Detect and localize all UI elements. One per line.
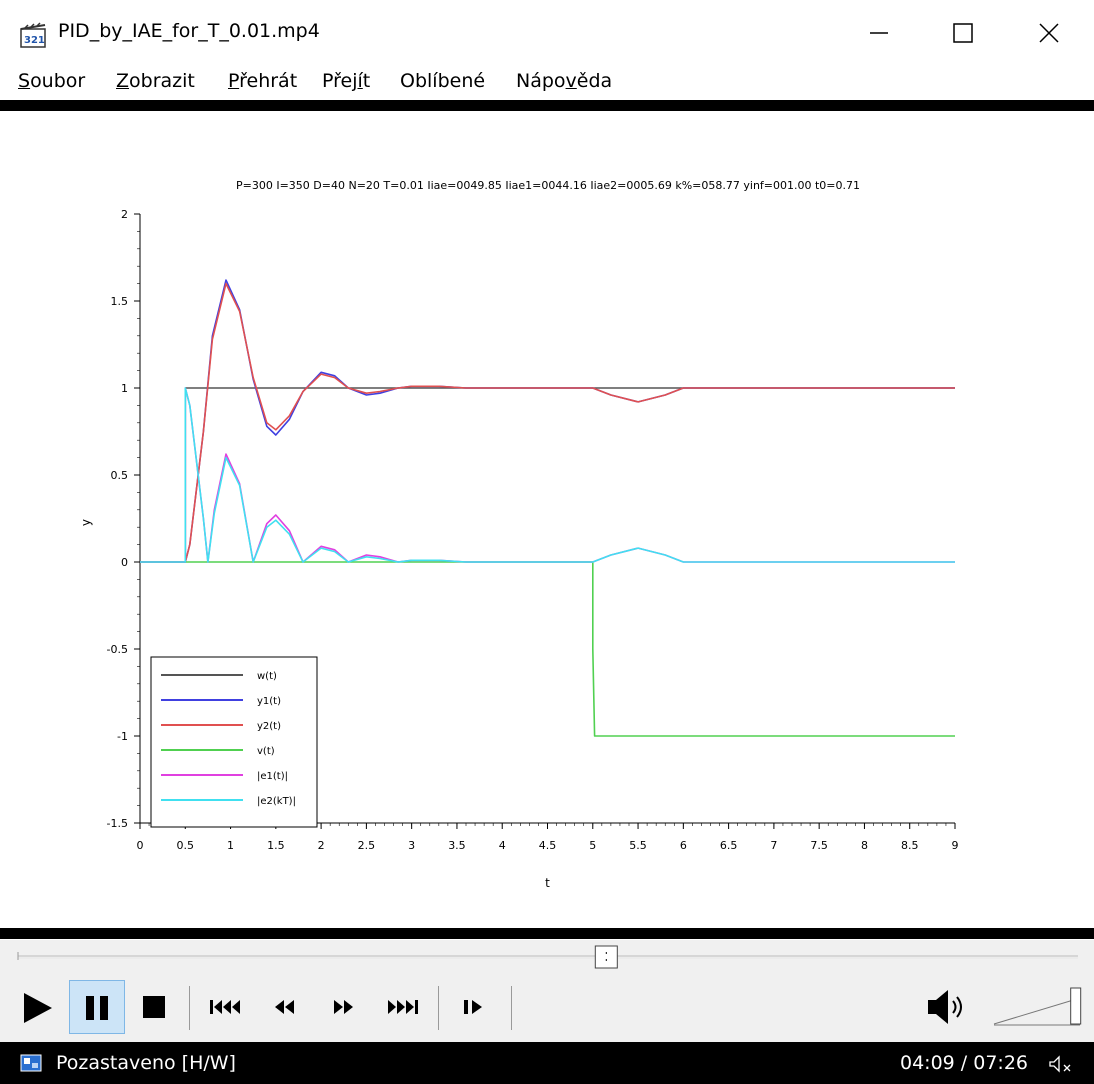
playback-status: Pozastaveno [H/W]: [56, 1052, 236, 1074]
status-bar: Pozastaveno [H/W] 04:09 / 07:26: [0, 1042, 1094, 1084]
x-tick-label: 4.5: [539, 839, 557, 852]
mute-button[interactable]: [922, 980, 972, 1034]
fast-forward-icon: [334, 1000, 353, 1014]
menu-bar: Soubor Zobrazit Přehrát Přejít Oblíbené …: [0, 62, 1094, 100]
x-tick-label: 8: [861, 839, 868, 852]
skip-to-end-button[interactable]: [380, 980, 430, 1034]
x-tick-label: 6.5: [720, 839, 738, 852]
x-tick-label: 5: [589, 839, 596, 852]
x-tick-label: 0: [137, 839, 144, 852]
x-tick-label: 5.5: [629, 839, 647, 852]
x-tick-label: 3.5: [448, 839, 466, 852]
title-bar: 321 PID_by_IAE_for_T_0.01.mp4: [0, 0, 1094, 62]
video-frame[interactable]: P=300 I=350 D=40 N=20 T=0.01 Iiae=0049.8…: [0, 111, 1094, 928]
skip-to-start-icon: [210, 1000, 240, 1014]
y-tick-label: -0.5: [107, 643, 128, 656]
volume-thumb[interactable]: [1070, 987, 1082, 1025]
seek-thumb[interactable]: [594, 945, 618, 969]
play-button[interactable]: [14, 980, 64, 1034]
time-display: 04:09 / 07:26: [900, 1052, 1028, 1074]
separator: [511, 986, 512, 1030]
x-tick-label: 2.5: [358, 839, 376, 852]
play-icon: [24, 993, 52, 1023]
x-axis-label: t: [545, 876, 550, 890]
menu-prejit[interactable]: Přejít: [322, 70, 371, 92]
speaker-icon: [928, 990, 962, 1024]
x-tick-label: 3: [408, 839, 415, 852]
x-tick-label: 4: [499, 839, 506, 852]
legend-label: y2(t): [257, 721, 281, 732]
y-tick-label: 0: [121, 556, 128, 569]
y-axis-label: y: [79, 519, 93, 526]
series-line-y1t: [140, 279, 955, 563]
x-tick-label: 2: [318, 839, 325, 852]
y-tick-label: -1: [117, 730, 128, 743]
stop-button[interactable]: [130, 980, 180, 1034]
pause-icon: [86, 996, 108, 1020]
video-top-border: [0, 100, 1094, 111]
x-tick-label: 9: [952, 839, 959, 852]
maximize-icon: [953, 23, 973, 43]
separator: [438, 986, 439, 1030]
series-line-vt: [140, 561, 955, 737]
plot-legend: w(t) y1(t) y2(t) v(t) |e1(t)| |e2(kT)|: [150, 656, 318, 828]
legend-label: |e2(kT)|: [257, 796, 296, 807]
y-tick-label: 0.5: [111, 469, 129, 482]
series-line-e2kt: [140, 387, 955, 563]
y-tick-label: 2: [121, 208, 128, 221]
seek-bar-area: [0, 940, 1094, 976]
volume-slider[interactable]: [990, 984, 1086, 1030]
skip-to-end-icon: [388, 1000, 418, 1014]
svg-text:321: 321: [24, 35, 45, 46]
minimize-button[interactable]: [856, 14, 902, 54]
plot-svg: P=300 I=350 D=40 N=20 T=0.01 Iiae=0049.8…: [79, 179, 959, 890]
menu-prehrat[interactable]: Přehrát: [228, 70, 298, 92]
seek-slider[interactable]: [0, 940, 1094, 976]
fast-forward-button[interactable]: [320, 980, 370, 1034]
x-tick-label: 7.5: [810, 839, 828, 852]
legend-label: v(t): [257, 746, 275, 757]
plot-header: P=300 I=350 D=40 N=20 T=0.01 Iiae=0049.8…: [236, 179, 860, 192]
legend-box: [150, 656, 318, 828]
x-tick-label: 7: [770, 839, 777, 852]
separator: [189, 986, 190, 1030]
stop-icon: [143, 996, 165, 1018]
close-icon: [1039, 23, 1059, 43]
series-line-e1t: [140, 387, 955, 563]
menu-napoveda[interactable]: Nápověda: [516, 70, 613, 92]
menu-oblibene[interactable]: Oblíbené: [400, 70, 486, 92]
close-button[interactable]: [1026, 14, 1072, 54]
skip-to-start-button[interactable]: [200, 980, 250, 1034]
menu-zobrazit[interactable]: Zobrazit: [116, 70, 195, 92]
playback-controls: [0, 976, 1094, 1042]
y-tick-label: 1: [121, 382, 128, 395]
x-tick-label: 0.5: [177, 839, 195, 852]
video-bottom-border: [0, 928, 1094, 939]
legend-label: |e1(t)|: [257, 771, 288, 782]
x-tick-label: 6: [680, 839, 687, 852]
frame-step-button[interactable]: [450, 980, 500, 1034]
menu-soubor[interactable]: Soubor: [18, 70, 86, 92]
pause-button[interactable]: [69, 980, 125, 1034]
x-tick-label: 1.5: [267, 839, 285, 852]
rewind-button[interactable]: [260, 980, 310, 1034]
window-title: PID_by_IAE_for_T_0.01.mp4: [58, 20, 320, 42]
hardware-decoder-icon: [20, 1054, 42, 1072]
rewind-icon: [275, 1000, 294, 1014]
x-tick-label: 8.5: [901, 839, 919, 852]
legend-label: w(t): [257, 671, 277, 682]
plot-lines: [140, 279, 955, 737]
maximize-button[interactable]: [940, 14, 986, 54]
series-line-y2t: [140, 282, 955, 563]
frame-step-icon: [464, 1000, 482, 1014]
minimize-icon: [870, 32, 888, 34]
x-tick-label: 1: [227, 839, 234, 852]
y-tick-label: -1.5: [107, 817, 128, 830]
y-tick-label: 1.5: [111, 295, 129, 308]
mute-indicator-icon[interactable]: [1048, 1054, 1074, 1074]
legend-label: y1(t): [257, 696, 281, 707]
film-clapper-icon[interactable]: 321: [20, 22, 46, 48]
